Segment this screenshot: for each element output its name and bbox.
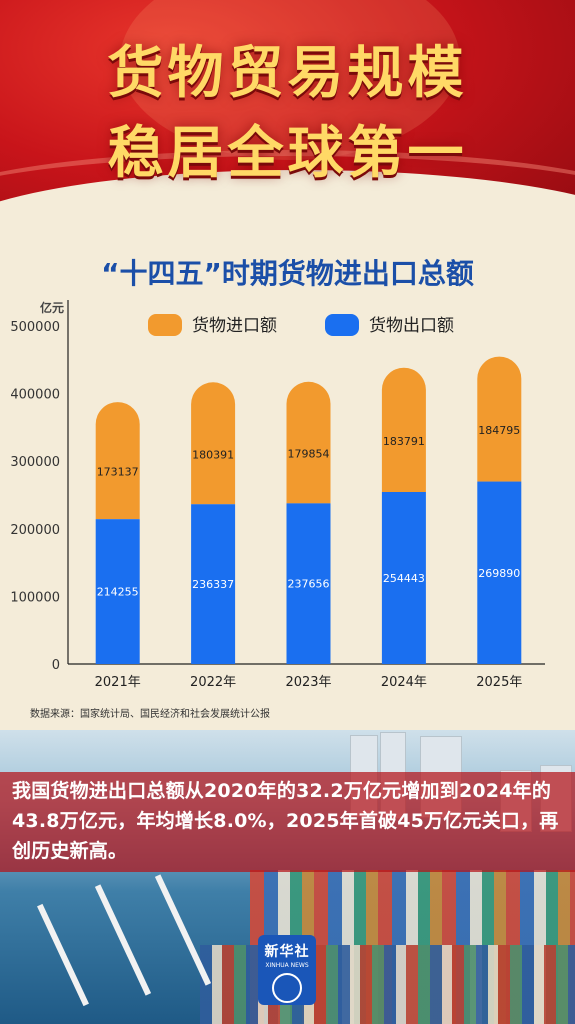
title-banner: 货物贸易规模 稳居全球第一 (0, 0, 575, 245)
x-tick-label: 2024年 (381, 675, 427, 690)
bar-import (381, 367, 426, 492)
bar-label-export: 254443 (383, 572, 425, 585)
banner-glow (120, 0, 460, 160)
y-tick-label: 0 (52, 658, 60, 673)
bar-label-import: 183791 (383, 435, 425, 448)
bar-label-export: 237656 (288, 578, 330, 591)
y-tick-label: 200000 (10, 523, 60, 538)
legend-swatch (148, 314, 182, 336)
x-tick-label: 2023年 (285, 675, 331, 690)
y-tick-label: 500000 (10, 320, 60, 335)
bar-label-export: 269890 (478, 567, 520, 580)
chart-subtitle: “十四五”时期货物进出口总额 (101, 257, 474, 290)
bar-import (191, 382, 236, 505)
bar-import (95, 402, 140, 520)
y-tick-label: 100000 (10, 590, 60, 605)
y-unit-label: 亿元 (40, 300, 64, 315)
bar-export (286, 503, 331, 664)
x-tick-label: 2022年 (190, 675, 236, 690)
legend-label: 货物出口额 (369, 316, 454, 336)
bar-export (95, 519, 140, 664)
crane (154, 874, 212, 986)
globe-icon (272, 973, 302, 1003)
main-title-line1: 货物贸易规模 (107, 41, 468, 106)
bar-import (477, 356, 522, 482)
bar-export (381, 491, 426, 664)
y-tick-label: 400000 (10, 388, 60, 403)
crane (37, 903, 89, 1007)
bar-import (286, 381, 331, 504)
x-tick-label: 2025年 (476, 675, 522, 690)
logo-cn: 新华社 (264, 944, 310, 960)
main-title-line2: 稳居全球第一 (107, 121, 468, 186)
data-source: 数据来源：国家统计局、国民经济和社会发展统计公报 (30, 709, 270, 720)
banner-wave (0, 170, 575, 245)
container-yard-front (200, 945, 575, 1024)
legend-swatch (325, 314, 359, 336)
stacked-bar-chart: 亿元 0 100000 200000 300000 400000 500000 货物进口额 货物… (10, 300, 545, 690)
bar-label-export: 236337 (192, 578, 234, 591)
bar-label-import: 179854 (288, 448, 330, 461)
xinhua-logo: 新华社 XINHUA NEWS (258, 935, 316, 1005)
banner-wave-line (0, 150, 575, 245)
legend-label: 货物进口额 (192, 316, 277, 336)
text-band (0, 772, 575, 872)
bar-label-import: 184795 (478, 424, 520, 437)
bar-label-import: 173137 (97, 466, 139, 479)
x-tick-label: 2021年 (95, 675, 141, 690)
y-tick-label: 300000 (10, 455, 60, 470)
bar-export (191, 504, 236, 664)
crane (94, 884, 152, 996)
bar-label-export: 214255 (97, 586, 139, 599)
summary-text: 我国货物进出口总额从2020年的32.2万亿元增加到2024年的43.8万亿元，… (12, 780, 559, 862)
bar-label-import: 180391 (192, 448, 234, 461)
logo-en: XINHUA NEWS (265, 962, 309, 969)
bar-export (477, 481, 522, 664)
